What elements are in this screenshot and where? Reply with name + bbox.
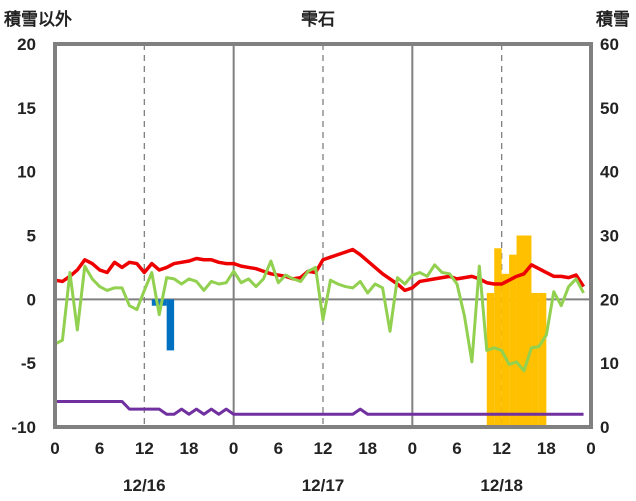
y-tick-right: 30 <box>600 227 619 246</box>
y-tick-right: 60 <box>600 35 619 54</box>
x-tick: 6 <box>95 439 104 458</box>
y-ticks-right: 60 50 40 30 20 10 0 <box>600 35 619 437</box>
snow-depth-bar <box>531 292 539 427</box>
y-tick-left: -5 <box>21 354 36 373</box>
bar <box>166 299 175 351</box>
snow-depth-bar <box>486 292 495 427</box>
snow-depth-bar <box>538 292 547 427</box>
x-tick: 6 <box>274 439 283 458</box>
chart-title: 雫石 <box>301 10 335 29</box>
y-tick-left: 10 <box>17 163 36 182</box>
x-tick: 0 <box>408 439 417 458</box>
date-labels: 12/16 12/17 12/18 <box>123 476 523 495</box>
x-tick: 0 <box>50 439 59 458</box>
right-axis-label: 積雪 <box>596 9 630 29</box>
snow-depth-bar <box>501 273 510 427</box>
snow-depth-bar <box>509 254 517 427</box>
y-tick-left: -10 <box>11 418 36 437</box>
left-axis-label: 積雪以外 <box>4 9 72 29</box>
y-tick-right: 20 <box>600 290 619 309</box>
y-ticks-left: 20 15 10 5 0 -5 -10 <box>11 35 36 437</box>
x-tick: 12 <box>135 439 154 458</box>
x-tick: 18 <box>537 439 556 458</box>
x-ticks: 0 6 12 18 0 6 12 18 0 6 12 18 0 <box>50 439 595 458</box>
y-tick-right: 0 <box>600 418 609 437</box>
series-lines <box>54 247 586 416</box>
plot-frame <box>53 42 593 429</box>
bar <box>151 299 160 306</box>
y-tick-right: 10 <box>600 354 619 373</box>
y-tick-left: 20 <box>17 35 36 54</box>
x-tick: 12 <box>314 439 333 458</box>
x-tick: 18 <box>180 439 199 458</box>
snow-depth-bar <box>524 235 532 427</box>
series-line-green <box>54 259 585 373</box>
y-tick-right: 40 <box>600 163 619 182</box>
snow-depth-bar <box>516 235 524 427</box>
date-label: 12/18 <box>480 476 523 495</box>
x-tick: 18 <box>358 439 377 458</box>
y-tick-left: 5 <box>27 227 36 246</box>
y-tick-left: 0 <box>27 290 36 309</box>
x-tick: 6 <box>452 439 461 458</box>
series-line-purple <box>55 399 584 416</box>
y-tick-right: 50 <box>600 99 619 118</box>
y-tick-left: 15 <box>17 99 36 118</box>
x-tick: 0 <box>586 439 595 458</box>
date-label: 12/17 <box>302 476 345 495</box>
bars <box>151 235 547 427</box>
snow-depth-bar <box>494 248 502 427</box>
series-line-red <box>54 247 586 293</box>
x-tick: 0 <box>229 439 238 458</box>
date-label: 12/16 <box>123 476 166 495</box>
x-tick: 12 <box>492 439 511 458</box>
